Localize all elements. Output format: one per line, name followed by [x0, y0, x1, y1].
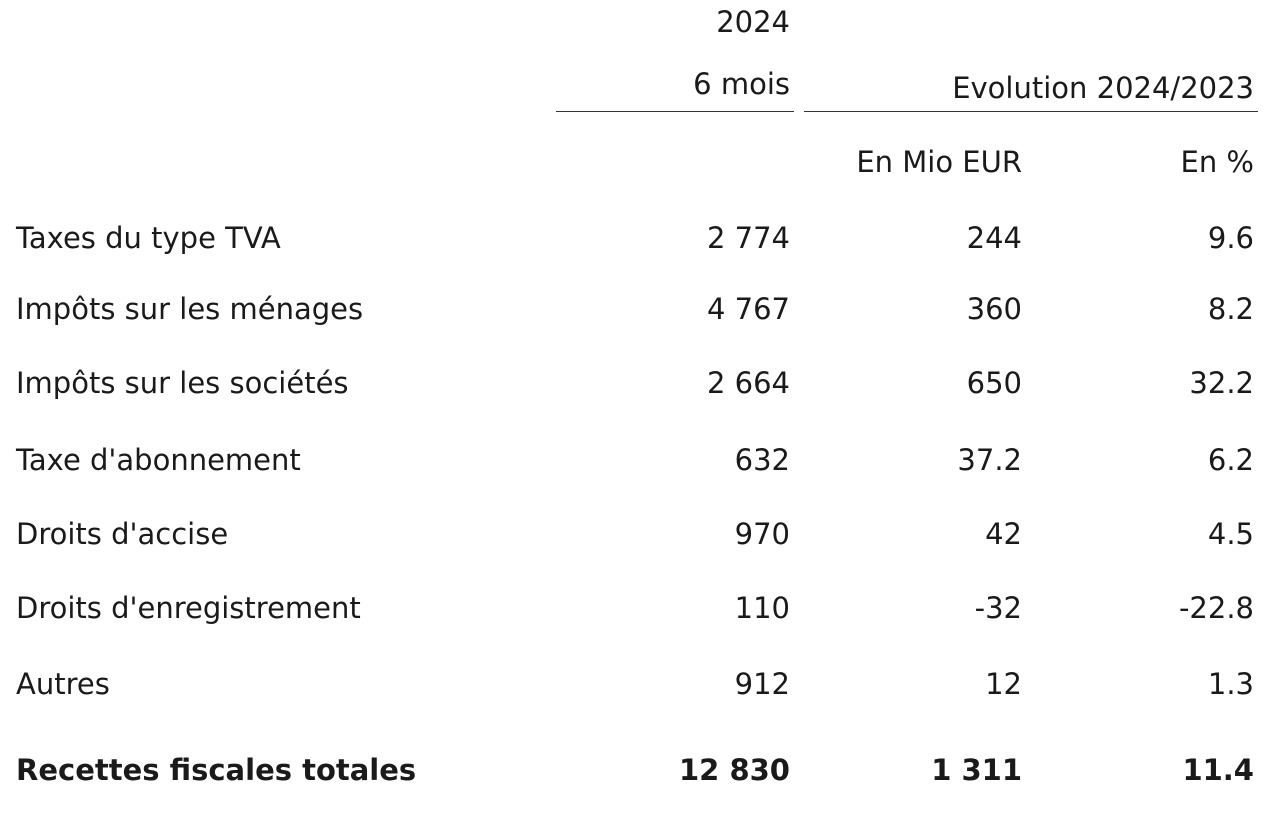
row-evolution-pct: -22.8 — [1178, 591, 1254, 625]
header-unit-eur: En Mio EUR — [856, 145, 1022, 179]
row-value-2024: 4 767 — [706, 292, 790, 326]
row-label: Droits d'enregistrement — [16, 591, 361, 625]
header-unit-pct: En % — [1180, 145, 1254, 179]
row-value-2024: 2 664 — [706, 366, 790, 400]
row-value-2024: 912 — [734, 667, 790, 701]
header-period: 6 mois — [693, 67, 790, 101]
row-label: Impôts sur les ménages — [16, 292, 364, 326]
row-evolution-pct: 4.5 — [1207, 517, 1254, 551]
row-evolution-pct: 32.2 — [1189, 366, 1254, 400]
header-rule-2024 — [556, 111, 794, 112]
header-evolution: Evolution 2024/2023 — [952, 71, 1254, 105]
row-label: Impôts sur les sociétés — [16, 366, 349, 400]
total-evolution-eur: 1 311 — [931, 753, 1022, 787]
row-evolution-eur: 12 — [985, 667, 1022, 701]
row-evolution-eur: 244 — [966, 221, 1022, 255]
row-evolution-eur: 42 — [985, 517, 1022, 551]
row-label: Droits d'accise — [16, 517, 229, 551]
row-evolution-pct: 8.2 — [1207, 292, 1254, 326]
row-label: Autres — [16, 667, 110, 701]
row-value-2024: 632 — [734, 443, 790, 477]
row-evolution-pct: 1.3 — [1207, 667, 1254, 701]
row-label: Taxe d'abonnement — [16, 443, 301, 477]
row-evolution-eur: 37.2 — [957, 443, 1022, 477]
header-year: 2024 — [716, 5, 790, 39]
total-value-2024: 12 830 — [679, 753, 790, 787]
row-value-2024: 110 — [734, 591, 790, 625]
row-evolution-pct: 9.6 — [1207, 221, 1254, 255]
row-value-2024: 970 — [734, 517, 790, 551]
total-evolution-pct: 11.4 — [1182, 753, 1254, 787]
header-rule-evolution — [804, 111, 1258, 112]
row-evolution-eur: -32 — [974, 591, 1022, 625]
row-evolution-eur: 360 — [966, 292, 1022, 326]
row-value-2024: 2 774 — [706, 221, 790, 255]
row-evolution-eur: 650 — [966, 366, 1022, 400]
row-evolution-pct: 6.2 — [1207, 443, 1254, 477]
row-label: Taxes du type TVA — [16, 221, 281, 255]
total-label: Recettes fiscales totales — [16, 753, 417, 787]
